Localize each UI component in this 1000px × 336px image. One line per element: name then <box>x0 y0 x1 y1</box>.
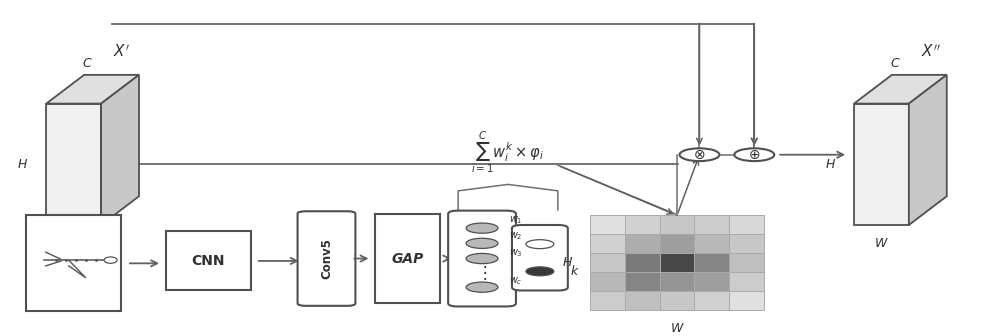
Bar <box>625 215 660 234</box>
Circle shape <box>526 267 554 276</box>
Text: CNN: CNN <box>192 254 225 268</box>
Bar <box>729 272 764 291</box>
Circle shape <box>679 148 719 161</box>
Bar <box>729 253 764 272</box>
Bar <box>625 272 660 291</box>
Text: GAP: GAP <box>392 252 424 265</box>
Polygon shape <box>46 103 101 225</box>
Polygon shape <box>46 75 139 103</box>
Text: $W$: $W$ <box>670 322 684 335</box>
FancyBboxPatch shape <box>375 214 440 303</box>
Bar <box>729 215 764 234</box>
Text: $w_3$: $w_3$ <box>509 247 523 259</box>
Bar <box>660 234 694 253</box>
Text: $H$: $H$ <box>562 256 573 269</box>
Ellipse shape <box>104 257 117 263</box>
Bar <box>590 291 625 310</box>
Text: $H$: $H$ <box>825 158 836 171</box>
Bar <box>590 234 625 253</box>
Bar <box>660 291 694 310</box>
Bar <box>625 253 660 272</box>
Bar <box>660 253 694 272</box>
Polygon shape <box>854 103 909 225</box>
FancyBboxPatch shape <box>512 225 568 291</box>
Bar <box>590 272 625 291</box>
Bar <box>694 234 729 253</box>
Bar <box>694 253 729 272</box>
Bar <box>694 291 729 310</box>
Bar <box>694 272 729 291</box>
Circle shape <box>466 282 498 292</box>
Bar <box>625 291 660 310</box>
Text: $w_2$: $w_2$ <box>509 230 522 242</box>
Text: $\boldsymbol{X'}$: $\boldsymbol{X'}$ <box>113 44 130 60</box>
Bar <box>590 215 625 234</box>
Bar <box>694 215 729 234</box>
Text: $C$: $C$ <box>82 57 93 70</box>
Text: $W$: $W$ <box>874 237 889 250</box>
Text: $w_c$: $w_c$ <box>509 275 523 287</box>
Text: Conv5: Conv5 <box>320 238 333 279</box>
Polygon shape <box>909 75 947 225</box>
Text: $\sum_{i=1}^{C}w_i^k\times\varphi_i$: $\sum_{i=1}^{C}w_i^k\times\varphi_i$ <box>471 130 545 175</box>
Circle shape <box>526 240 554 249</box>
Polygon shape <box>854 75 947 103</box>
Circle shape <box>466 238 498 248</box>
Bar <box>729 234 764 253</box>
Text: $\boldsymbol{X''}$: $\boldsymbol{X''}$ <box>921 44 941 60</box>
Text: $\vdots$: $\vdots$ <box>476 263 488 282</box>
Text: $W$: $W$ <box>66 237 81 250</box>
FancyBboxPatch shape <box>298 211 355 306</box>
Text: $\otimes$: $\otimes$ <box>693 148 706 162</box>
Text: $H$: $H$ <box>17 158 28 171</box>
Text: $C$: $C$ <box>890 57 901 70</box>
Bar <box>625 234 660 253</box>
Circle shape <box>466 223 498 233</box>
Polygon shape <box>101 75 139 225</box>
FancyBboxPatch shape <box>448 211 516 306</box>
Text: $w_1$: $w_1$ <box>509 214 523 226</box>
Bar <box>660 272 694 291</box>
Circle shape <box>734 148 774 161</box>
Circle shape <box>466 253 498 264</box>
Bar <box>660 215 694 234</box>
Text: $k$: $k$ <box>570 264 579 278</box>
Bar <box>729 291 764 310</box>
Text: $\oplus$: $\oplus$ <box>748 148 760 162</box>
FancyBboxPatch shape <box>166 232 251 291</box>
Bar <box>590 253 625 272</box>
FancyBboxPatch shape <box>26 215 121 311</box>
